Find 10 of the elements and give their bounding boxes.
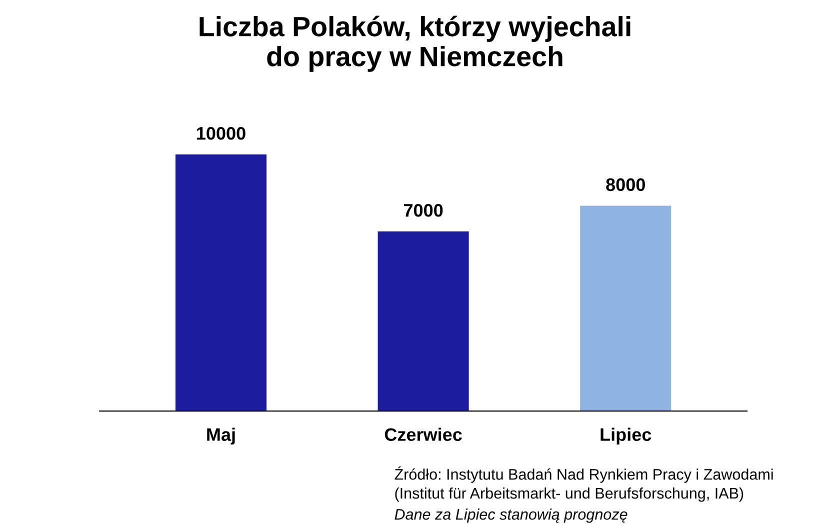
x-tick-label: Lipiec bbox=[600, 428, 652, 445]
text: Dane za Lipiec stanowią prognozę bbox=[394, 508, 628, 523]
chart-title: Liczba Polaków, którzy wyjechali do pracy w Niemczech bbox=[200, 16, 630, 72]
text: (Institut für Arbeitsmarkt- und Berufsforschung, IAB) bbox=[395, 487, 744, 502]
x-tick-label: Maj bbox=[207, 428, 235, 445]
text: Źródło: Instytutu Badań Nad Rynkiem Pracy i Zawodami bbox=[394, 466, 773, 483]
data-label: 10000 bbox=[197, 126, 246, 140]
x-tick-label: Czerwiec bbox=[384, 428, 462, 441]
data-label: 8000 bbox=[606, 178, 645, 192]
data-label: 7000 bbox=[404, 204, 443, 217]
